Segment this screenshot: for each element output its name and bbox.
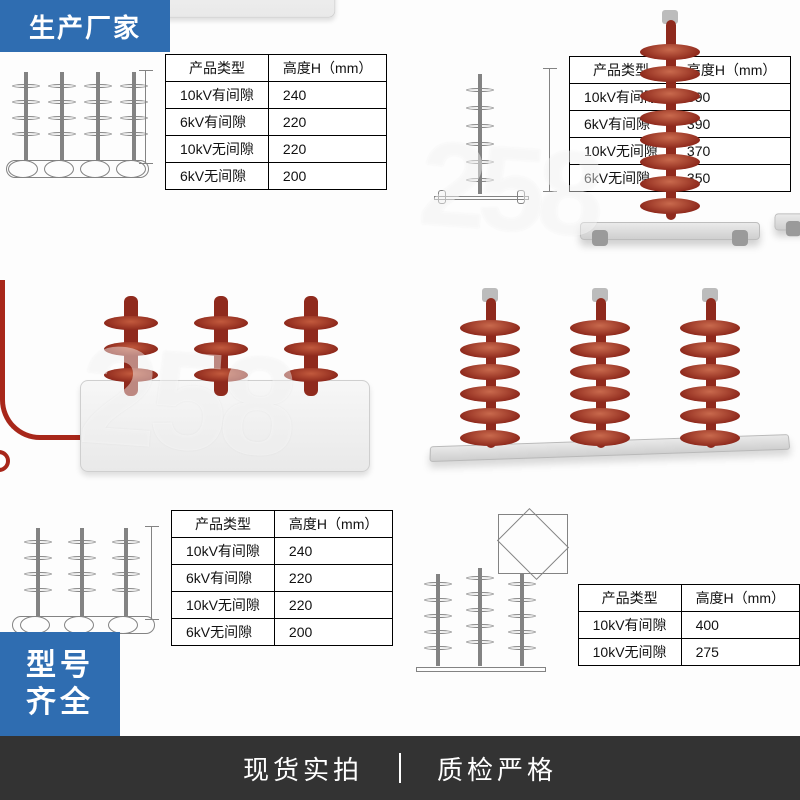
diagram-single-post-icon	[404, 56, 559, 206]
product-photo-triple-insulator	[410, 290, 790, 510]
diagram-four-post-icon	[0, 54, 155, 184]
table-row: 10kV无间隙220	[166, 136, 387, 163]
footer-bar: 现货实拍 质检严格	[0, 736, 800, 800]
catalog-content: 产品类型高度H（mm） 10kV有间隙240 6kV有间隙220 10kV无间隙…	[0, 0, 800, 736]
table-row: 产品类型高度H（mm）	[166, 55, 387, 82]
table-row: 10kV无间隙275	[578, 639, 799, 666]
table-row: 10kV有间隙240	[166, 82, 387, 109]
badge-top-left: 生产厂家	[0, 0, 170, 52]
col-type: 产品类型	[166, 55, 269, 82]
footer-right-text: 质检严格	[437, 750, 557, 787]
footer-left-text: 现货实拍	[243, 750, 363, 787]
page-root: 生产厂家	[0, 0, 800, 800]
diagram-three-post-icon	[6, 510, 161, 640]
spec-table-c: 产品类型高度H（mm） 10kV有间隙240 6kV有间隙220 10kV无间隙…	[171, 510, 393, 646]
product-photo-single-insulator-main	[765, 12, 800, 240]
badge-bottom-left: 型号 齐全	[0, 632, 120, 736]
table-row: 10kV无间隙220	[172, 592, 393, 619]
table-row: 6kV有间隙220	[172, 565, 393, 592]
col-height: 高度H（mm）	[268, 55, 386, 82]
spec-table-d: 产品类型高度H（mm） 10kV有间隙400 10kV无间隙275	[578, 584, 800, 666]
badge-bottom-left-l2: 齐全	[26, 684, 94, 722]
table-row: 产品类型高度H（mm）	[578, 585, 799, 612]
diagram-tri-base-icon	[406, 514, 568, 674]
spec-table-a: 产品类型高度H（mm） 10kV有间隙240 6kV有间隙220 10kV无间隙…	[165, 54, 387, 190]
divider-icon	[399, 753, 401, 783]
badge-top-left-text: 生产厂家	[29, 8, 141, 45]
spec-block-a: 产品类型高度H（mm） 10kV有间隙240 6kV有间隙220 10kV无间隙…	[0, 54, 400, 190]
spec-block-d: 产品类型高度H（mm） 10kV有间隙400 10kV无间隙275	[406, 514, 800, 674]
table-row: 10kV有间隙400	[578, 612, 799, 639]
table-row: 产品类型高度H（mm）	[172, 511, 393, 538]
table-row: 10kV有间隙240	[172, 538, 393, 565]
table-row: 6kV有间隙220	[166, 109, 387, 136]
panel-top-left: 产品类型高度H（mm） 10kV有间隙240 6kV有间隙220 10kV无间隙…	[0, 54, 400, 254]
product-photo-single-insulator	[570, 10, 770, 250]
table-row: 6kV无间隙200	[172, 619, 393, 646]
panel-bottom-left: 产品类型高度H（mm） 10kV有间隙240 6kV有间隙220 10kV无间隙…	[0, 290, 400, 630]
panel-bottom-right: 产品类型高度H（mm） 10kV有间隙400 10kV无间隙275	[400, 290, 800, 690]
spec-block-c: 产品类型高度H（mm） 10kV有间隙240 6kV有间隙220 10kV无间隙…	[6, 510, 400, 646]
product-photo-whitebox-large	[10, 290, 400, 490]
table-row: 6kV无间隙200	[166, 163, 387, 190]
badge-bottom-left-l1: 型号	[26, 647, 94, 685]
panel-top-right: 产品类型高度H（mm） 10kV有间隙390 6kV有间隙390 10kV无间隙…	[400, 20, 800, 280]
